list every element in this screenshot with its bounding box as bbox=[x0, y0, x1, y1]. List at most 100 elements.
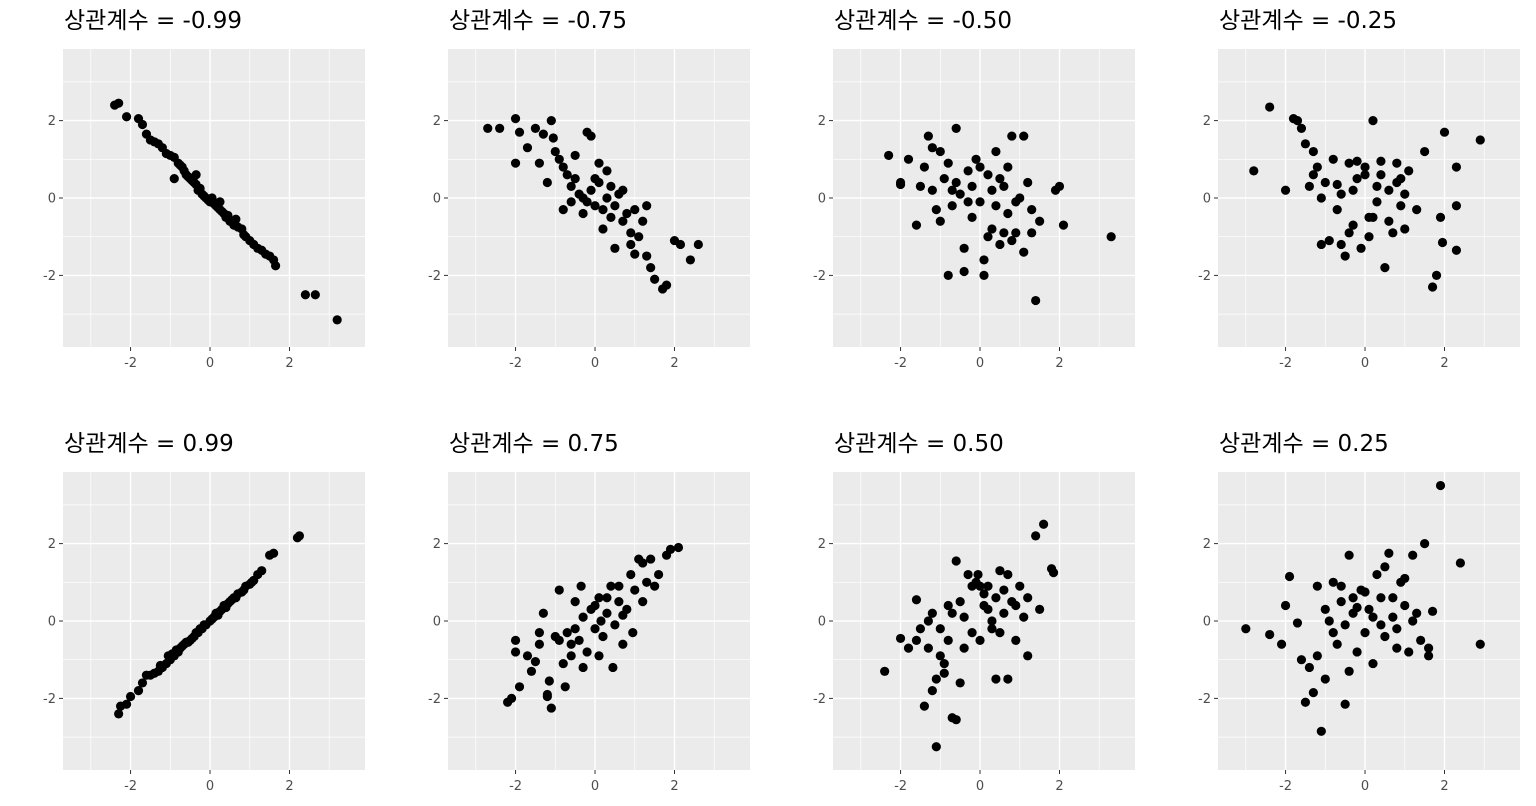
scatter-point bbox=[1400, 600, 1410, 611]
scatter-point bbox=[310, 290, 320, 300]
x-tick-label: 2 bbox=[285, 779, 293, 794]
scatter-point bbox=[1011, 635, 1021, 645]
scatter-point bbox=[1344, 666, 1354, 676]
scatter-point bbox=[1048, 568, 1059, 578]
scatter-point bbox=[1384, 216, 1394, 226]
y-tick-label: 0 bbox=[433, 615, 441, 630]
scatter-point bbox=[1360, 587, 1370, 597]
x-tick-label: 2 bbox=[1055, 356, 1063, 371]
scatter-point bbox=[211, 608, 221, 618]
scatter-point bbox=[1372, 197, 1382, 207]
panel-title: 상관계수 = -0.99 bbox=[64, 8, 242, 34]
scatter-point bbox=[979, 589, 989, 599]
scatter-point bbox=[1011, 197, 1021, 207]
scatter-point bbox=[1376, 620, 1386, 630]
scatter-point bbox=[270, 261, 281, 271]
scatter-point bbox=[967, 181, 977, 191]
scatter-point bbox=[979, 255, 989, 265]
scatter-point bbox=[1368, 612, 1378, 622]
scatter-point bbox=[991, 674, 1001, 684]
scatter-point bbox=[618, 639, 628, 649]
scatter-point bbox=[947, 608, 957, 618]
x-tick-label: -2 bbox=[894, 356, 907, 371]
scatter-point bbox=[1344, 228, 1354, 238]
scatter-point bbox=[1340, 251, 1350, 261]
scatter-panel: -2 0 2 -2 0 2 상관계수 = -0.99 bbox=[43, 8, 365, 371]
scatter-point bbox=[560, 682, 570, 692]
scatter-point bbox=[628, 628, 638, 638]
scatter-point bbox=[963, 569, 973, 580]
scatter-point bbox=[570, 624, 580, 634]
scatter-point bbox=[1352, 647, 1362, 657]
scatter-point bbox=[1019, 131, 1029, 141]
scatter-point bbox=[955, 678, 965, 688]
scatter-point bbox=[1408, 550, 1418, 560]
scatter-point bbox=[1435, 212, 1446, 222]
x-tick-label: 2 bbox=[1440, 779, 1448, 794]
scatter-point bbox=[1400, 189, 1410, 199]
scatter-point bbox=[1023, 651, 1033, 661]
scatter-point bbox=[983, 232, 993, 242]
scatter-point bbox=[1019, 612, 1029, 622]
y-tick-label: 2 bbox=[433, 114, 441, 129]
scatter-point bbox=[1368, 115, 1378, 126]
scatter-point bbox=[1368, 658, 1378, 669]
scatter-point bbox=[693, 239, 703, 250]
scatter-point bbox=[542, 177, 552, 188]
scatter-point bbox=[630, 205, 640, 215]
scatter-point bbox=[963, 197, 973, 207]
scatter-point bbox=[114, 98, 124, 108]
scatter-point bbox=[1431, 270, 1442, 281]
scatter-point bbox=[1400, 224, 1410, 234]
scatter-point bbox=[911, 595, 922, 605]
y-tick-label: 2 bbox=[1203, 114, 1211, 129]
scatter-point bbox=[638, 216, 648, 226]
scatter-point bbox=[975, 197, 985, 207]
scatter-point bbox=[570, 150, 580, 161]
scatter-point bbox=[967, 628, 977, 638]
scatter-point bbox=[1027, 228, 1037, 238]
scatter-point bbox=[1336, 581, 1346, 591]
scatter-point bbox=[943, 158, 953, 168]
scatter-point bbox=[1300, 139, 1311, 149]
scatter-point bbox=[610, 243, 620, 253]
x-tick-label: 2 bbox=[670, 779, 678, 794]
scatter-point bbox=[137, 119, 148, 130]
scatter-point bbox=[155, 660, 165, 671]
scatter-point bbox=[300, 290, 310, 300]
scatter-point bbox=[987, 616, 997, 626]
scatter-point bbox=[642, 577, 652, 587]
scatter-point bbox=[558, 205, 568, 215]
scatter-point bbox=[606, 181, 616, 191]
scatter-point bbox=[606, 212, 616, 222]
scatter-point bbox=[1384, 185, 1394, 195]
panel-title: 상관계수 = 0.99 bbox=[64, 431, 234, 457]
scatter-point bbox=[578, 662, 588, 673]
scatter-point bbox=[1396, 174, 1406, 184]
scatter-point bbox=[1332, 639, 1342, 649]
scatter-point bbox=[1106, 232, 1116, 242]
scatter-point bbox=[1308, 170, 1318, 180]
scatter-point bbox=[983, 170, 993, 180]
x-tick-label: 2 bbox=[285, 356, 293, 371]
scatter-point bbox=[614, 581, 624, 591]
scatter-point bbox=[566, 197, 576, 207]
scatter-point bbox=[931, 205, 941, 215]
scatter-point bbox=[1396, 201, 1406, 211]
scatter-point bbox=[562, 170, 572, 180]
scatter-point bbox=[1455, 558, 1465, 568]
scatter-point bbox=[596, 616, 606, 626]
scatter-point bbox=[915, 624, 926, 634]
x-tick-label: 2 bbox=[1440, 356, 1448, 371]
scatter-point bbox=[183, 637, 193, 647]
scatter-point bbox=[590, 624, 600, 634]
scatter-point bbox=[927, 143, 937, 153]
scatter-point bbox=[175, 160, 185, 170]
scatter-point bbox=[1376, 170, 1386, 180]
panel-title: 상관계수 = 0.50 bbox=[834, 431, 1004, 457]
scatter-point bbox=[1451, 201, 1462, 211]
y-tick-label: -2 bbox=[813, 269, 826, 284]
scatter-panel: -2 0 2 -2 0 2 상관계수 = 0.50 bbox=[813, 431, 1135, 794]
scatter-point bbox=[544, 676, 554, 686]
scatter-point bbox=[1007, 131, 1017, 141]
